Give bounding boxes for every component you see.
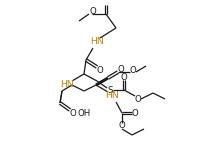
Text: O: O: [132, 109, 138, 118]
Text: O: O: [90, 6, 96, 15]
Text: O: O: [135, 94, 141, 103]
Text: O: O: [70, 109, 76, 118]
Text: S: S: [107, 85, 113, 94]
Text: O: O: [118, 65, 124, 74]
Text: O: O: [121, 73, 127, 82]
Text: HN: HN: [105, 90, 119, 99]
Text: OH: OH: [77, 109, 90, 118]
Text: O: O: [119, 122, 125, 130]
Text: HN: HN: [90, 37, 104, 45]
Text: HN: HN: [60, 80, 74, 88]
Text: O: O: [97, 66, 103, 75]
Text: O: O: [130, 66, 136, 75]
